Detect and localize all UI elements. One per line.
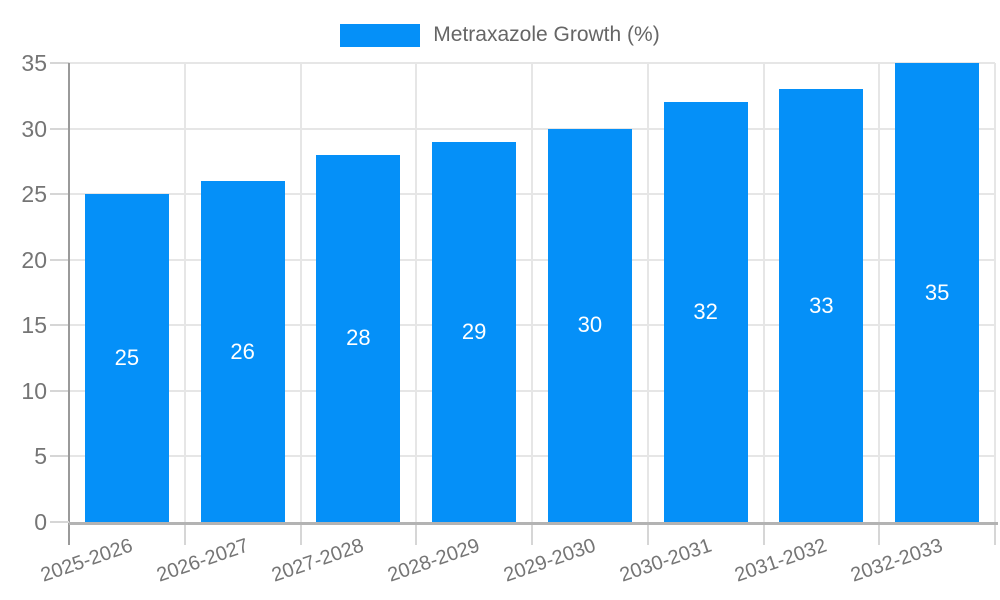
bar-2026-2027[interactable] <box>200 181 285 522</box>
y-axis-tick-label: 5 <box>34 443 47 470</box>
x-gridline <box>415 63 418 522</box>
x-tick-mark <box>994 522 996 545</box>
x-gridline <box>299 63 302 522</box>
y-axis-tick-label: 20 <box>21 246 47 273</box>
y-axis-tick-label: 15 <box>21 312 47 339</box>
legend-label: Metraxazole Growth (%) <box>433 23 660 46</box>
x-tick-mark <box>646 522 649 545</box>
bar-2027-2028[interactable] <box>316 154 401 522</box>
x-axis-left-overhang <box>50 521 69 523</box>
y-tick-mark <box>50 389 69 392</box>
x-tick-mark <box>183 522 186 545</box>
x-tick-mark <box>299 522 302 545</box>
y-tick-mark <box>50 455 69 458</box>
bar-2028-2029[interactable] <box>432 141 517 522</box>
legend-color-swatch <box>340 23 421 47</box>
y-axis-tick-label: 30 <box>21 115 47 142</box>
bar-2030-2031[interactable] <box>663 102 748 522</box>
x-tick-mark <box>878 522 881 545</box>
bar-2029-2030[interactable] <box>547 128 632 522</box>
y-axis-tick-label: 0 <box>34 509 47 535</box>
y-tick-mark <box>50 62 69 64</box>
bar-2032-2033[interactable] <box>895 63 980 522</box>
y-tick-mark <box>50 258 69 261</box>
y-axis-tick-label: 35 <box>21 50 47 76</box>
x-tick-mark <box>531 522 533 545</box>
x-gridline <box>878 63 881 522</box>
x-tick-mark <box>762 522 765 545</box>
y-tick-mark <box>50 324 69 327</box>
x-axis-line <box>69 522 998 525</box>
x-gridline <box>531 63 533 522</box>
x-tick-mark <box>415 522 418 545</box>
y-tick-mark <box>50 127 69 130</box>
x-gridline <box>994 63 996 522</box>
legend[interactable]: Metraxazole Growth (%) <box>0 22 1000 48</box>
y-axis-tick-label: 25 <box>21 181 47 208</box>
bar-2031-2032[interactable] <box>779 89 864 522</box>
y-axis-line <box>68 63 70 545</box>
y-tick-mark <box>50 193 69 196</box>
x-gridline <box>646 63 649 522</box>
y-axis-tick-label: 10 <box>21 377 47 404</box>
x-gridline <box>183 63 186 522</box>
x-gridline <box>762 63 765 522</box>
bar-2025-2026[interactable] <box>84 194 169 522</box>
